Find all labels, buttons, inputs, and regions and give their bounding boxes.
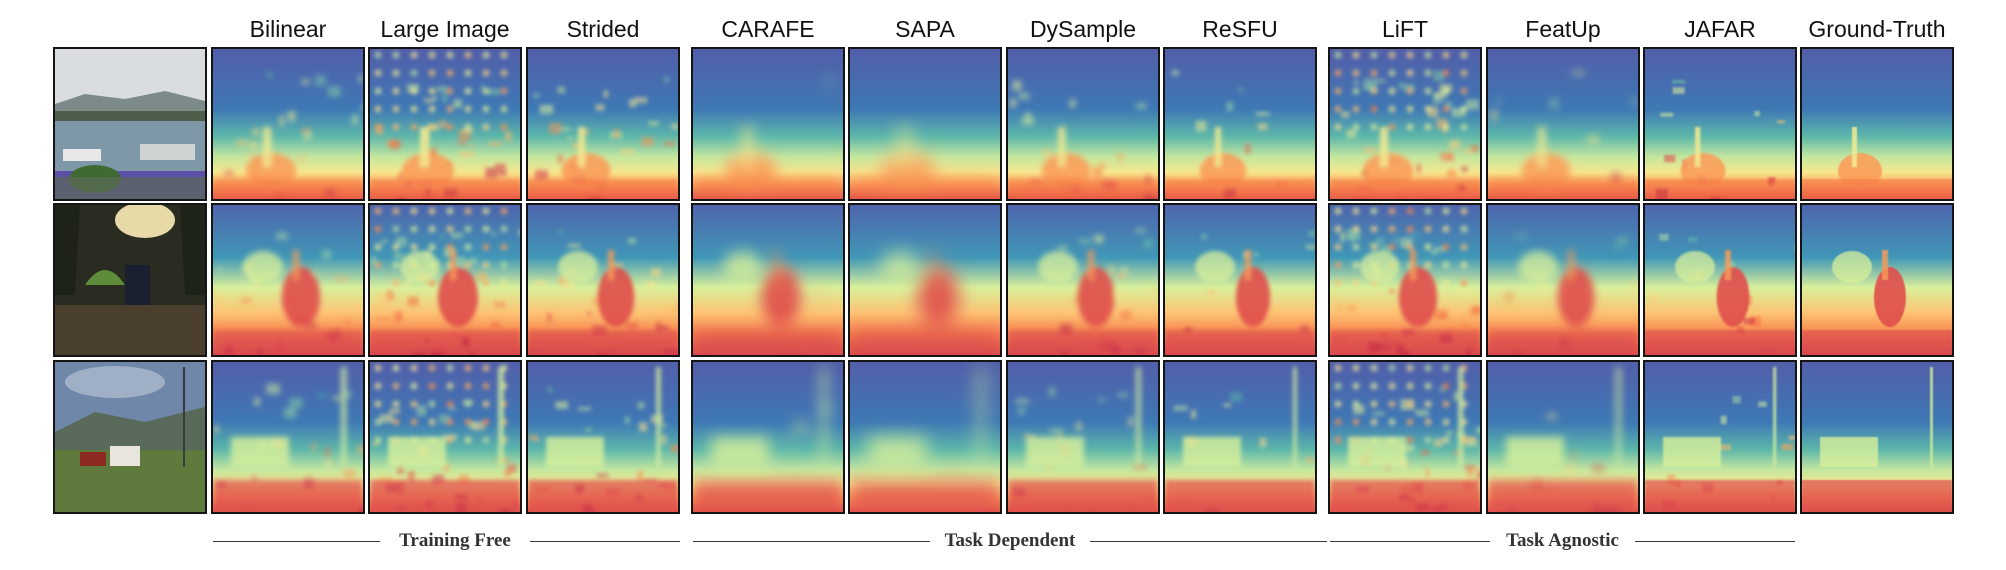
depth-map-ground-truth-row-2	[1800, 203, 1954, 357]
column-title-featup: FeatUp	[1525, 16, 1601, 42]
depth-map-featup-row-1	[1486, 47, 1640, 201]
group-line-training-free-left	[213, 541, 380, 542]
column-title-dysample: DySample	[1029, 16, 1137, 42]
depth-map-dysample-row-3	[1006, 360, 1160, 514]
depth-map-strided-row-2	[526, 203, 680, 357]
column-title-ground-truth: Ground-Truth	[1808, 16, 1946, 42]
depth-map-dysample-row-1	[1006, 47, 1160, 201]
column-title-large-image: Large Image	[380, 16, 510, 42]
depth-map-lift-row-1	[1328, 47, 1482, 201]
input-image-row-3	[53, 360, 207, 514]
depth-map-carafe-row-1	[691, 47, 845, 201]
input-image-row-1	[53, 47, 207, 201]
depth-map-jafar-row-2	[1643, 203, 1797, 357]
depth-map-featup-row-3	[1486, 360, 1640, 514]
depth-map-lift-row-2	[1328, 203, 1482, 357]
input-image-row-2	[53, 203, 207, 357]
depth-map-strided-row-1	[526, 47, 680, 201]
depth-map-bilinear-row-3	[211, 360, 365, 514]
depth-map-featup-row-2	[1486, 203, 1640, 357]
depth-map-resfu-row-2	[1163, 203, 1317, 357]
depth-map-large-image-row-3	[368, 360, 522, 514]
depth-map-bilinear-row-2	[211, 203, 365, 357]
depth-map-sapa-row-1	[848, 47, 1002, 201]
column-title-sapa: SAPA	[895, 16, 955, 42]
column-title-bilinear: Bilinear	[249, 16, 327, 42]
group-line-task-agnostic-left	[1330, 541, 1490, 542]
group-label-task-agnostic: Task Agnostic	[1506, 530, 1619, 551]
group-label-training-free: Training Free	[399, 530, 511, 551]
depth-map-lift-row-3	[1328, 360, 1482, 514]
column-title-jafar: JAFAR	[1684, 16, 1756, 42]
depth-map-bilinear-row-1	[211, 47, 365, 201]
column-title-lift: LiFT	[1382, 16, 1428, 42]
depth-map-jafar-row-3	[1643, 360, 1797, 514]
group-label-task-dependent: Task Dependent	[944, 530, 1076, 551]
depth-map-resfu-row-1	[1163, 47, 1317, 201]
depth-map-dysample-row-2	[1006, 203, 1160, 357]
depth-map-ground-truth-row-3	[1800, 360, 1954, 514]
column-title-carafe: CARAFE	[721, 16, 815, 42]
group-line-task-dependent-right	[1090, 541, 1327, 542]
depth-map-strided-row-3	[526, 360, 680, 514]
depth-map-carafe-row-2	[691, 203, 845, 357]
depth-map-jafar-row-1	[1643, 47, 1797, 201]
depth-map-carafe-row-3	[691, 360, 845, 514]
depth-map-sapa-row-3	[848, 360, 1002, 514]
column-title-resfu: ReSFU	[1202, 16, 1278, 42]
group-line-task-dependent-left	[693, 541, 930, 542]
group-line-training-free-right	[530, 541, 680, 542]
depth-map-large-image-row-2	[368, 203, 522, 357]
group-line-task-agnostic-right	[1635, 541, 1795, 542]
depth-map-large-image-row-1	[368, 47, 522, 201]
depth-map-ground-truth-row-1	[1800, 47, 1954, 201]
depth-map-sapa-row-2	[848, 203, 1002, 357]
column-title-strided: Strided	[566, 16, 640, 42]
depth-map-resfu-row-3	[1163, 360, 1317, 514]
